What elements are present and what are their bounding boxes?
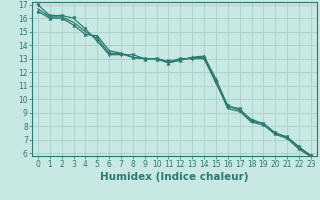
X-axis label: Humidex (Indice chaleur): Humidex (Indice chaleur) bbox=[100, 172, 249, 182]
